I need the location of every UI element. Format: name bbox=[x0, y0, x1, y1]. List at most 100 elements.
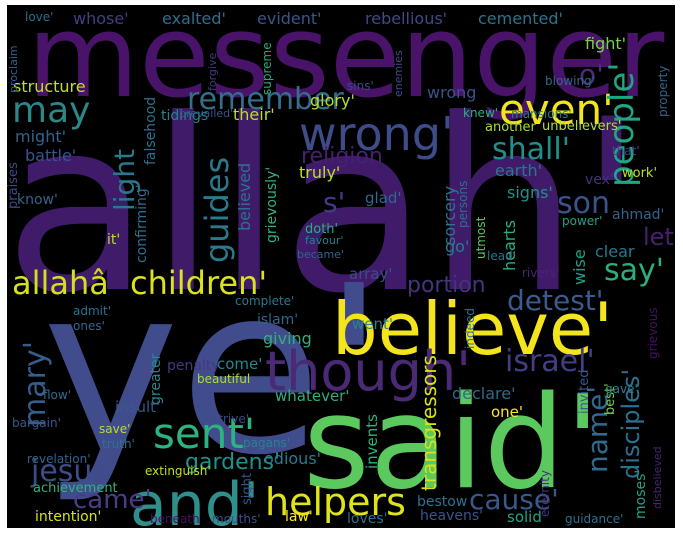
word: it' bbox=[107, 232, 121, 248]
word: enemies bbox=[392, 50, 405, 97]
word: blowing' bbox=[545, 74, 595, 88]
word: know' bbox=[17, 192, 58, 208]
word: messenger' bbox=[27, 5, 675, 124]
word: moses' bbox=[633, 469, 649, 519]
word: guidance' bbox=[565, 512, 624, 526]
word: insult' bbox=[115, 398, 161, 416]
word: cause' bbox=[469, 483, 559, 516]
word: love' bbox=[25, 10, 54, 24]
word: sent' bbox=[153, 409, 256, 458]
word: gardens' bbox=[185, 450, 281, 475]
word: glory' bbox=[310, 91, 355, 110]
word: doth' bbox=[305, 222, 339, 237]
word: odious' bbox=[264, 449, 322, 468]
word: persons bbox=[456, 180, 470, 228]
word: whose' bbox=[73, 9, 129, 28]
word: eternity bbox=[538, 470, 552, 517]
word: invited bbox=[577, 369, 592, 414]
word: may bbox=[12, 90, 91, 131]
word: unbelievers' bbox=[542, 119, 622, 134]
word: heavens' bbox=[420, 508, 483, 524]
word: admit' bbox=[73, 304, 111, 318]
word: invents bbox=[363, 414, 381, 469]
word: jesus bbox=[31, 454, 109, 489]
word: their' bbox=[233, 105, 275, 124]
word: strive' bbox=[212, 412, 250, 426]
word: though' bbox=[265, 340, 472, 403]
word: battle' bbox=[25, 146, 77, 165]
word: beautiful bbox=[197, 372, 251, 386]
word: work' bbox=[622, 166, 658, 181]
word: allahâ bbox=[12, 264, 109, 302]
word: indeed bbox=[463, 308, 477, 349]
word: beneath bbox=[150, 512, 200, 526]
word: favour' bbox=[305, 234, 344, 247]
word: cemented' bbox=[478, 9, 563, 28]
word: complete' bbox=[235, 294, 295, 308]
word: property bbox=[656, 65, 670, 117]
word: ahmad' bbox=[612, 207, 665, 223]
word: truly' bbox=[299, 163, 341, 182]
word: portion bbox=[407, 273, 486, 298]
word: evident' bbox=[257, 9, 322, 28]
word: transgressors bbox=[417, 355, 441, 491]
word: flow' bbox=[43, 388, 72, 402]
word: came' bbox=[73, 485, 152, 515]
word: detest' bbox=[507, 284, 604, 317]
word: believe' bbox=[332, 287, 614, 371]
word: mouths' bbox=[212, 512, 261, 526]
word: grievously' bbox=[264, 166, 280, 243]
word: go' bbox=[445, 237, 470, 256]
word: ones' bbox=[73, 319, 105, 333]
word: proclaim bbox=[7, 45, 20, 93]
word: confirming' bbox=[134, 184, 150, 263]
word: law' bbox=[285, 509, 313, 525]
word: gave' bbox=[605, 382, 638, 396]
word: bestow bbox=[417, 494, 468, 510]
word: whatever' bbox=[275, 387, 350, 405]
word: structure bbox=[13, 77, 86, 96]
word: became' bbox=[297, 248, 345, 261]
word: signs' bbox=[507, 183, 553, 202]
word: remember bbox=[187, 82, 344, 117]
word: truth' bbox=[102, 437, 135, 451]
word: children' bbox=[130, 264, 268, 302]
word: might' bbox=[15, 127, 66, 146]
word: knew' bbox=[463, 106, 499, 120]
word: israel' bbox=[505, 344, 595, 379]
word: one' bbox=[491, 403, 524, 421]
word: extinguish' bbox=[145, 464, 211, 478]
word: intention' bbox=[35, 509, 102, 525]
word: say' bbox=[604, 253, 665, 288]
word: and' bbox=[130, 470, 260, 528]
word: array' bbox=[349, 265, 393, 283]
word: supreme bbox=[260, 42, 274, 95]
word: islam' bbox=[257, 312, 299, 328]
word: rebellious' bbox=[365, 9, 448, 28]
word: bargain' bbox=[12, 416, 61, 430]
word: praises bbox=[7, 162, 21, 209]
word: s' bbox=[323, 186, 346, 219]
word: even' bbox=[499, 85, 614, 134]
word: declare' bbox=[452, 384, 516, 403]
word: penalty bbox=[167, 358, 220, 374]
word: rivers' bbox=[522, 266, 560, 280]
word: giving bbox=[263, 329, 312, 348]
word: allah' bbox=[7, 69, 645, 346]
word: exalted' bbox=[162, 9, 226, 28]
word: clear bbox=[595, 242, 635, 261]
word: vex' bbox=[585, 172, 614, 188]
word: guides bbox=[198, 156, 236, 263]
word: save' bbox=[99, 422, 131, 436]
word: helpers bbox=[265, 480, 406, 524]
word: wise bbox=[570, 249, 589, 285]
word: come' bbox=[217, 355, 263, 373]
word: revelation' bbox=[27, 452, 91, 466]
word: earth' bbox=[495, 161, 543, 180]
word: mansions' bbox=[511, 107, 572, 121]
word: tidings bbox=[161, 108, 209, 124]
word: that' bbox=[612, 144, 640, 158]
word: religion bbox=[301, 144, 383, 169]
word: mary' bbox=[18, 341, 53, 427]
